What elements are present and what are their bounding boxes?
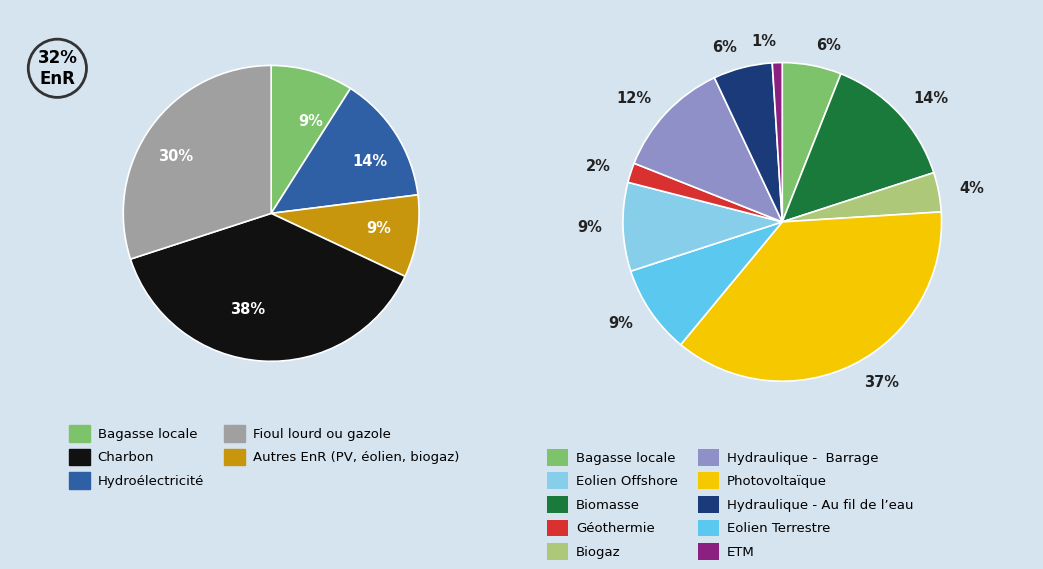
Text: 12%: 12%: [615, 91, 651, 106]
Wedge shape: [782, 172, 941, 222]
Text: 37%: 37%: [864, 375, 899, 390]
Wedge shape: [772, 63, 782, 222]
Text: 9%: 9%: [366, 221, 391, 236]
Text: 9%: 9%: [608, 316, 633, 331]
Wedge shape: [681, 212, 942, 381]
Wedge shape: [714, 63, 782, 222]
Legend: Bagasse locale, Charbon, Hydroélectricité, Fioul lourd ou gazole, Autres EnR (PV: Bagasse locale, Charbon, Hydroélectricit…: [64, 420, 464, 494]
Wedge shape: [130, 213, 405, 361]
Wedge shape: [634, 78, 782, 222]
Legend: Bagasse locale, Eolien Offshore, Biomasse, Géothermie, Biogaz, Hydraulique -  Ba: Bagasse locale, Eolien Offshore, Biomass…: [542, 444, 919, 566]
Wedge shape: [631, 222, 782, 345]
Text: 2%: 2%: [586, 159, 611, 174]
Text: 14%: 14%: [914, 91, 949, 106]
Text: 30%: 30%: [159, 149, 193, 164]
Wedge shape: [628, 163, 782, 222]
Wedge shape: [123, 65, 271, 259]
Text: 32%
EnR: 32% EnR: [38, 49, 77, 88]
Wedge shape: [623, 182, 782, 271]
Wedge shape: [271, 65, 350, 213]
Text: 6%: 6%: [712, 40, 737, 55]
Wedge shape: [271, 88, 418, 213]
Wedge shape: [782, 63, 841, 222]
Text: 4%: 4%: [960, 181, 984, 196]
Wedge shape: [271, 195, 419, 277]
Text: 14%: 14%: [353, 154, 388, 170]
Text: 9%: 9%: [298, 114, 323, 129]
Text: 6%: 6%: [816, 38, 841, 52]
Text: 1%: 1%: [752, 35, 777, 50]
Text: 38%: 38%: [231, 302, 265, 317]
Wedge shape: [782, 74, 933, 222]
Text: 9%: 9%: [578, 220, 602, 235]
